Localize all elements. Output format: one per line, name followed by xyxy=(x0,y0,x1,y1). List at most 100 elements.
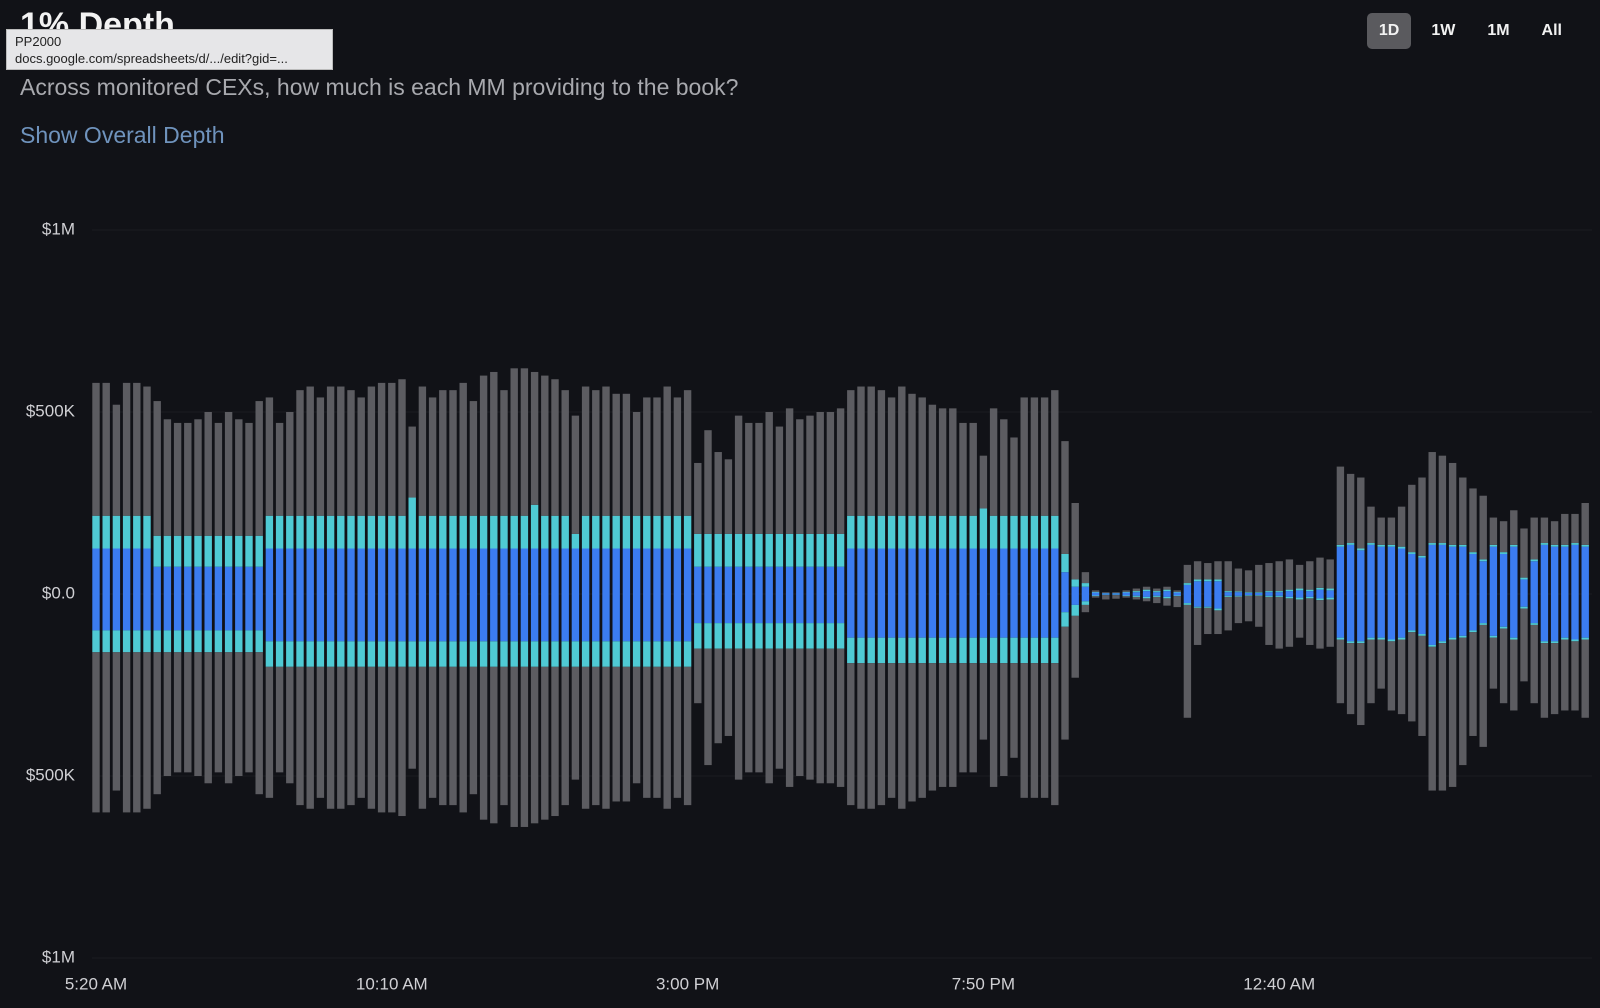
bar-segment xyxy=(714,623,722,649)
bar-segment xyxy=(1346,473,1355,544)
bar-segment xyxy=(153,401,161,536)
bar-segment xyxy=(1408,552,1416,554)
bar-segment xyxy=(439,641,447,667)
range-button[interactable]: 1M xyxy=(1487,22,1510,39)
bar-segment xyxy=(887,515,896,549)
bar-segment xyxy=(1306,591,1314,594)
bar-segment xyxy=(1285,596,1294,599)
bar-segment xyxy=(388,548,396,594)
bar-segment xyxy=(1295,597,1304,600)
bar-segment xyxy=(1479,561,1487,594)
bar-segment xyxy=(1438,544,1447,594)
bar-segment xyxy=(1255,592,1263,594)
bar-segment xyxy=(724,566,733,594)
bar-segment xyxy=(622,393,631,516)
bar-segment xyxy=(694,623,702,649)
overall-depth-link[interactable]: Show Overall Depth xyxy=(20,122,225,148)
bar-segment xyxy=(571,666,580,780)
bar-segment xyxy=(1316,587,1324,590)
bar-segment xyxy=(439,390,447,516)
bar-segment xyxy=(1540,544,1549,594)
bar-segment xyxy=(918,515,926,549)
bar-segment xyxy=(1550,544,1559,547)
bar-segment xyxy=(1204,579,1212,582)
bar-segment xyxy=(1102,595,1110,600)
bar-segment xyxy=(734,594,743,624)
y-tick-label: $1M xyxy=(42,219,75,238)
bar-segment xyxy=(561,641,569,667)
bar-segment xyxy=(143,386,151,516)
bar-segment xyxy=(1040,637,1049,664)
bar-segment xyxy=(612,548,620,594)
bar-segment xyxy=(224,535,233,567)
bar-segment xyxy=(1469,553,1477,594)
bar-segment xyxy=(224,566,233,594)
bar-segment xyxy=(1357,477,1365,549)
bar-segment xyxy=(408,548,416,594)
bar-segment xyxy=(612,641,620,667)
bar-segment xyxy=(1255,592,1263,593)
bar-segment xyxy=(1132,596,1141,600)
bar-segment xyxy=(1183,584,1192,594)
bar-segment xyxy=(949,548,957,594)
bar-segment xyxy=(806,566,814,594)
bar-segment xyxy=(184,566,192,594)
bar-segment xyxy=(1153,588,1161,592)
bar-segment xyxy=(561,515,569,549)
bar-segment xyxy=(918,637,926,664)
range-button[interactable]: All xyxy=(1541,22,1562,39)
bar-segment xyxy=(928,404,937,516)
bar-segment xyxy=(1448,639,1457,787)
bar-segment xyxy=(571,594,580,642)
bar-segment xyxy=(428,594,437,642)
bar-segment xyxy=(184,422,192,536)
bar-segment xyxy=(163,594,172,631)
bar-segment xyxy=(357,397,365,516)
bar-segment xyxy=(1295,590,1304,594)
bar-segment xyxy=(1061,594,1069,613)
bar-segment xyxy=(1397,506,1406,547)
bar-segment xyxy=(887,663,896,798)
bar-segment xyxy=(112,404,121,516)
bar-segment xyxy=(857,637,865,664)
bar-segment xyxy=(683,666,692,806)
bar-segment xyxy=(1499,521,1508,553)
bar-segment xyxy=(418,386,427,516)
bar-segment xyxy=(479,641,488,667)
bar-segment xyxy=(1051,594,1059,638)
bar-segment xyxy=(530,371,539,505)
bar-segment xyxy=(734,566,743,594)
bar-segment xyxy=(92,594,100,631)
bar-segment xyxy=(479,594,488,642)
bar-segment xyxy=(163,535,172,567)
bar-segment xyxy=(1377,544,1385,547)
bar-segment xyxy=(500,548,508,594)
bar-segment xyxy=(1459,477,1467,545)
bar-segment xyxy=(316,666,325,798)
bar-segment xyxy=(908,594,916,638)
bar-segment xyxy=(235,594,243,631)
bar-segment xyxy=(918,548,926,594)
bar-segment xyxy=(214,422,223,536)
bar-segment xyxy=(959,422,967,516)
bar-segment xyxy=(1285,589,1294,592)
bar-segment xyxy=(275,548,284,594)
bar-segment xyxy=(1020,637,1028,664)
range-button[interactable]: 1W xyxy=(1431,22,1456,39)
bar-segment xyxy=(949,663,957,787)
bar-segment xyxy=(1520,606,1528,609)
range-button[interactable]: 1D xyxy=(1366,13,1412,49)
bar-segment xyxy=(194,652,202,776)
bar-segment xyxy=(306,666,314,809)
bar-segment xyxy=(1316,589,1324,594)
bar-segment xyxy=(102,630,110,653)
bar-segment xyxy=(581,386,590,516)
bar-segment xyxy=(775,566,784,594)
bar-segment xyxy=(602,666,610,809)
bar-segment xyxy=(143,515,151,549)
bar-segment xyxy=(1326,597,1334,600)
bar-segment xyxy=(204,535,212,567)
bar-segment xyxy=(928,515,937,549)
bar-segment xyxy=(306,594,314,642)
